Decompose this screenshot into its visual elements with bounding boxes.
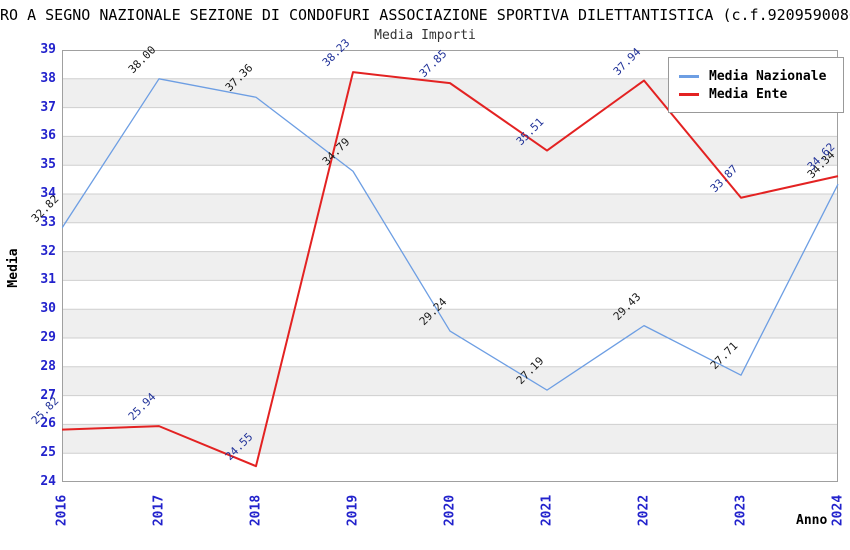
- plot-band: [62, 251, 838, 281]
- x-tick-label: 2024: [830, 494, 846, 527]
- y-tick-label: 30: [40, 301, 56, 317]
- plot-band: [62, 194, 838, 223]
- plot-band: [62, 309, 838, 338]
- y-tick-label: 29: [40, 330, 56, 345]
- y-tick-label: 24: [40, 474, 56, 489]
- legend: Media Nazionale Media Ente: [668, 57, 844, 113]
- legend-label-media-nazionale: Media Nazionale: [709, 68, 827, 84]
- y-tick-label: 35: [40, 157, 56, 173]
- y-tick-label: 25: [40, 445, 56, 461]
- y-tick-label: 33: [40, 214, 56, 230]
- y-tick-label: 36: [40, 128, 56, 144]
- chart-subtitle: Media Importi: [374, 28, 476, 43]
- x-tick-label: 2017: [151, 494, 167, 527]
- series-line-media-nazionale: [62, 78, 839, 391]
- plot-band: [62, 424, 838, 454]
- legend-item-media-nazionale: Media Nazionale: [679, 68, 833, 84]
- y-tick-label: 32: [40, 243, 56, 259]
- plot-area: [62, 50, 839, 482]
- y-tick-label: 31: [40, 272, 56, 288]
- y-axis-title: Media: [6, 248, 21, 288]
- plot-frame: [62, 50, 838, 482]
- y-tick-label: 26: [40, 416, 56, 432]
- x-axis-title: Anno: [796, 513, 828, 528]
- legend-swatch-media-ente: [679, 92, 699, 96]
- plot-band: [62, 136, 838, 166]
- x-tick-label: 2016: [54, 494, 70, 527]
- y-tick-label: 37: [40, 99, 56, 115]
- x-tick-label: 2018: [248, 494, 264, 527]
- y-tick-label: 28: [40, 358, 56, 374]
- legend-swatch-media-nazionale: [679, 74, 699, 78]
- x-tick-label: 2020: [442, 494, 458, 527]
- x-tick-label: 2019: [345, 494, 361, 527]
- y-tick-label: 39: [40, 42, 56, 57]
- y-tick-label: 34: [40, 186, 56, 201]
- x-tick-label: 2021: [539, 494, 555, 527]
- legend-label-media-ente: Media Ente: [709, 86, 788, 102]
- chart-title: RO A SEGNO NAZIONALE SEZIONE DI CONDOFUR…: [0, 6, 850, 24]
- y-tick-label: 27: [40, 387, 56, 403]
- series-line-media-ente: [62, 71, 839, 468]
- y-tick-label: 38: [40, 70, 56, 86]
- legend-item-media-ente: Media Ente: [679, 86, 833, 102]
- x-tick-label: 2022: [636, 494, 652, 527]
- plot-band: [62, 366, 838, 396]
- x-tick-label: 2023: [733, 494, 749, 527]
